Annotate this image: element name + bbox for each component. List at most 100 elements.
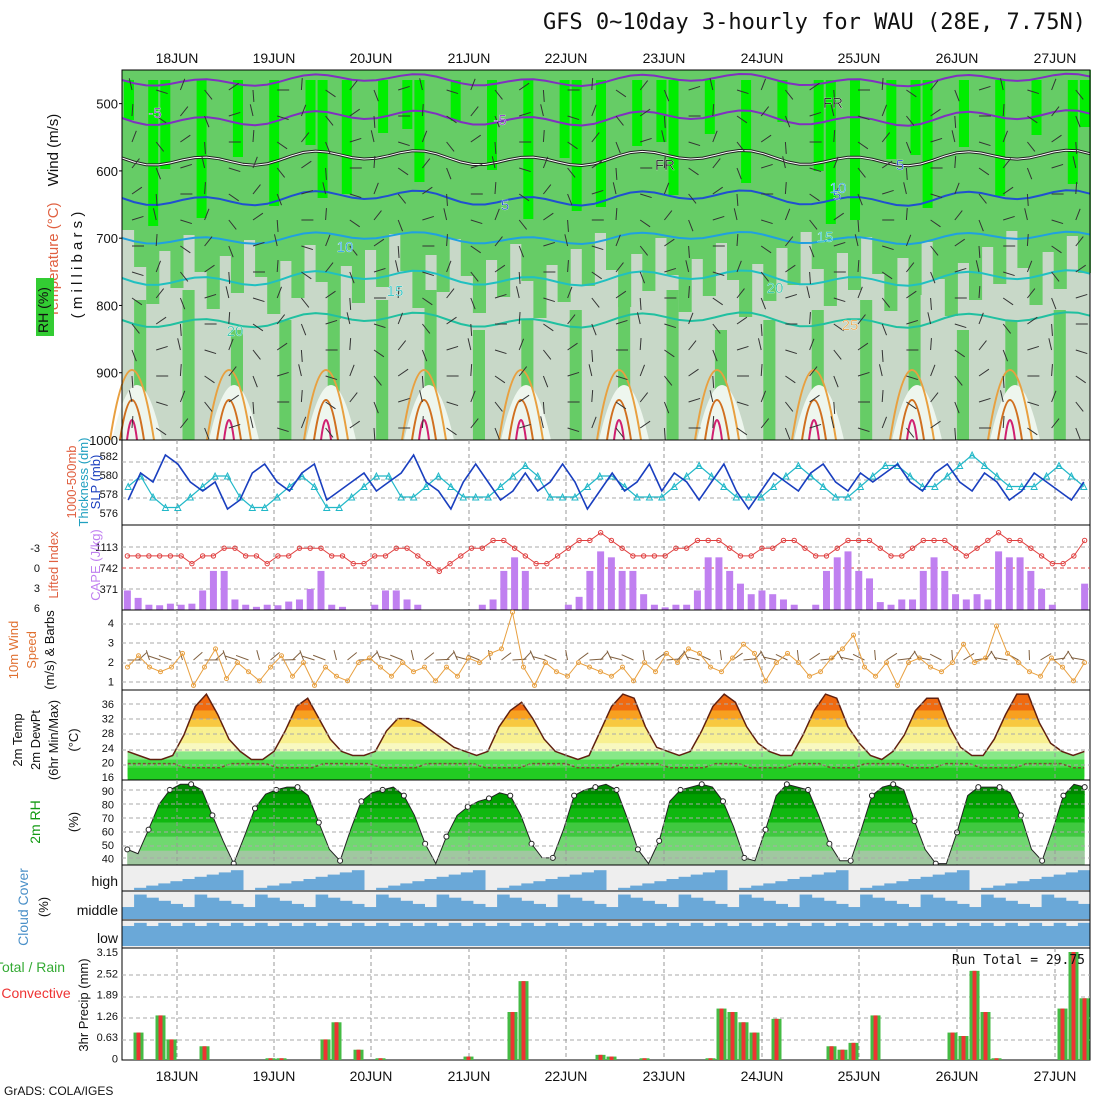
precip-convective-bar [961, 1036, 966, 1060]
rh-band-high [777, 80, 788, 122]
wind10-marker [906, 660, 911, 666]
rh-band-high [450, 80, 461, 121]
wind-barb [1002, 297, 1014, 306]
contour-label: 20 [227, 323, 244, 340]
thickness-marker [682, 471, 691, 480]
cloud-cell-low [170, 926, 183, 946]
temp-contour-35 [1004, 419, 1016, 441]
li-marker [393, 545, 399, 551]
wind-barb [397, 285, 400, 299]
wind-barb [300, 323, 307, 336]
temp2m-label-a: 2m Temp [10, 713, 25, 766]
wind-barb [1051, 297, 1057, 310]
wind-barb [446, 316, 457, 325]
rh-band-low [1053, 310, 1066, 440]
wind-barb [954, 238, 965, 247]
wind-barb [421, 130, 428, 143]
wind-barb [591, 132, 600, 143]
li-marker [178, 553, 184, 559]
rh-band-mid [460, 70, 474, 276]
thickness-marker [521, 461, 530, 469]
wind-barb [567, 167, 576, 178]
temp-contour-30 [411, 399, 437, 441]
wind-barb [615, 262, 624, 273]
wind-barb [1051, 245, 1062, 254]
cloud-cell-middle [908, 907, 922, 919]
cloud-cell-low [666, 922, 680, 946]
contour-label: 5 [501, 197, 509, 214]
wind-barb [999, 390, 1004, 403]
wind-barb [131, 158, 140, 169]
cloud-cell-low [763, 922, 776, 946]
wind-barb [712, 415, 715, 429]
cloud-cell-high [884, 883, 897, 890]
wind-barb [252, 212, 264, 221]
wind10-marker [499, 646, 504, 652]
wind-barb [664, 238, 675, 247]
thickness-marker [447, 482, 455, 490]
wind-barb [785, 401, 794, 412]
wind-barb [906, 262, 915, 273]
dewpoint-line [127, 762, 1085, 769]
li-marker [683, 545, 690, 551]
wind-barb [155, 193, 158, 207]
wind-barb [349, 337, 352, 351]
wind-barb [301, 297, 310, 308]
precip-convective-bar [708, 1058, 713, 1060]
li-marker [899, 553, 905, 559]
slp-label: SLP (mb) [88, 455, 103, 510]
thickness-marker [174, 503, 182, 511]
wind10-barb [775, 653, 788, 661]
wind-barb [978, 193, 987, 204]
cloud-cell-low [739, 922, 752, 946]
rh-band-mid [170, 70, 184, 288]
thickness-marker [1030, 482, 1038, 490]
wind10-barb [929, 653, 942, 661]
li-marker [490, 537, 496, 544]
cloud-cell-low [1029, 922, 1043, 946]
cloud-cell-low [835, 922, 849, 946]
rh-band-mid [218, 70, 232, 256]
cloud-cell-middle [872, 897, 885, 919]
wind10-barb [1062, 650, 1070, 661]
cloud-cell-high [218, 872, 232, 890]
li-marker [275, 553, 281, 559]
wind-barb [591, 77, 594, 91]
wind10-barb [224, 655, 238, 661]
wind-barb [518, 219, 528, 230]
cape-bar [199, 590, 207, 610]
wind-barb [930, 420, 941, 429]
wind10-marker [510, 609, 515, 615]
wind-barb [905, 167, 908, 181]
wind10-marker [862, 664, 867, 670]
cloud-cell-high [932, 874, 946, 890]
rh-band [127, 808, 1085, 824]
wind-barb [204, 427, 210, 440]
wind10-marker [411, 669, 416, 675]
thickness-marker [1067, 471, 1076, 480]
cloud-cell-high [533, 881, 546, 890]
wind-barb [905, 141, 912, 154]
temp2m-tick: 16 [102, 772, 114, 784]
cloud-cell-middle [146, 897, 159, 919]
li-marker [856, 537, 862, 544]
wind10-barb [565, 649, 568, 661]
thickness-marker [434, 471, 443, 480]
wind10-marker [928, 664, 933, 670]
cloud-cell-middle [569, 897, 583, 919]
rh-axis-label: RH (%) [35, 287, 51, 333]
li-marker [705, 537, 711, 544]
wind-barb [615, 401, 627, 410]
wind10-marker [488, 650, 493, 656]
precip-panel-frame [121, 947, 1091, 1061]
wind-barb [1002, 130, 1009, 143]
wind-barb [373, 375, 382, 386]
precip-convective-bar [774, 1018, 779, 1060]
precip-convective-bar [279, 1058, 284, 1060]
li-marker [382, 553, 389, 559]
li-marker [576, 537, 582, 544]
wind-barb [325, 427, 334, 438]
wind-barb [760, 418, 770, 429]
wind10-marker [334, 673, 339, 679]
wind-barb [373, 89, 379, 102]
